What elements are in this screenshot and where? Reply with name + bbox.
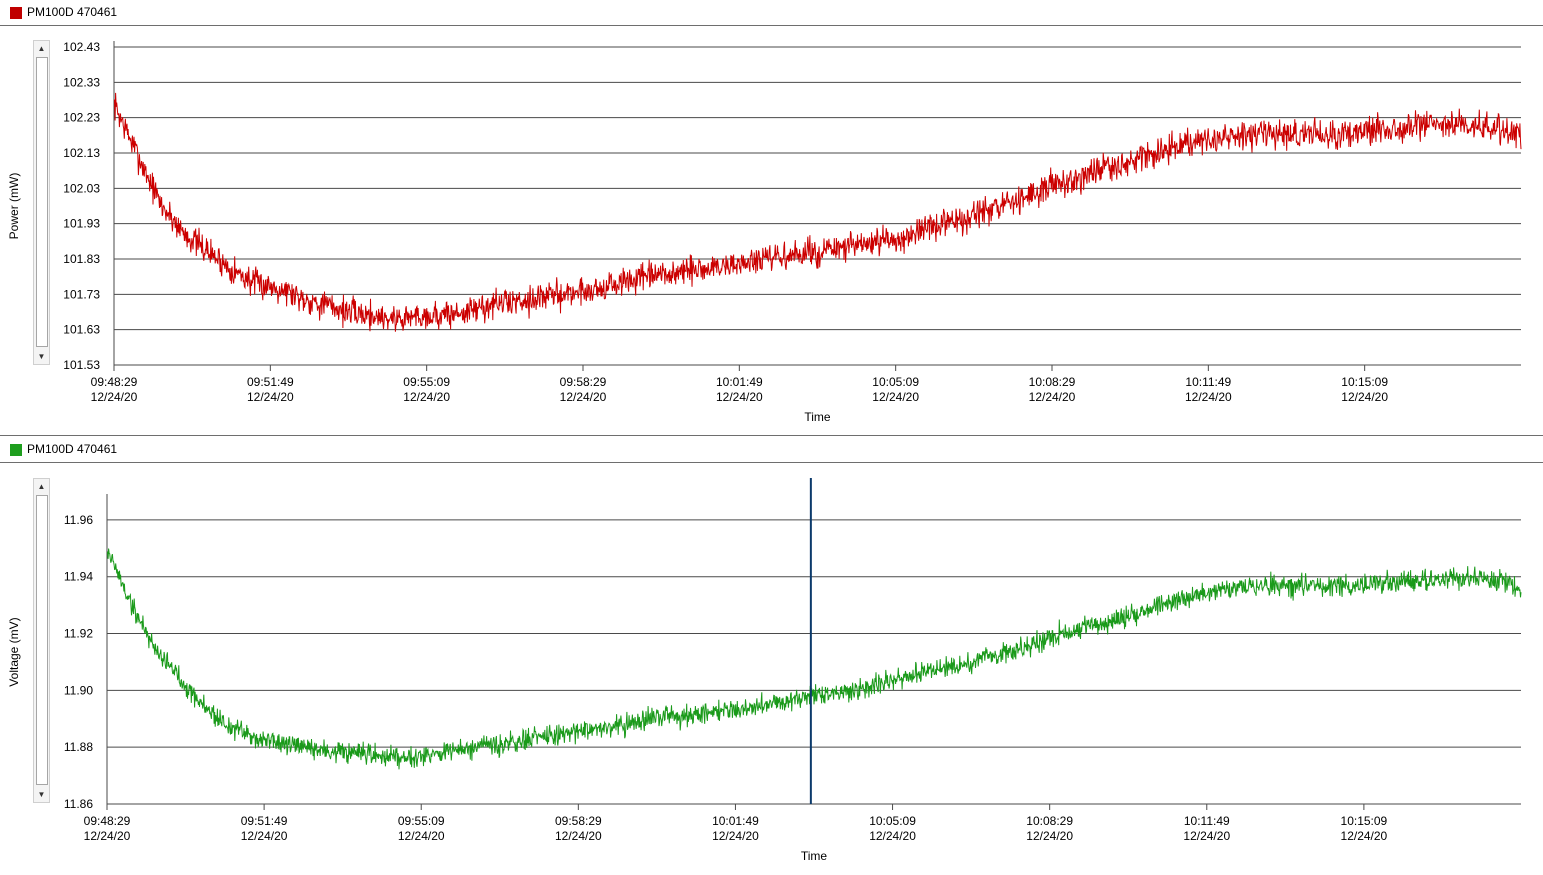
x-tick-date: 12/24/20	[1026, 829, 1073, 843]
x-tick-date: 12/24/20	[716, 390, 763, 404]
x-tick-time: 10:11:49	[1184, 814, 1230, 828]
scroll-thumb[interactable]	[36, 495, 48, 785]
y-tick-label: 102.43	[63, 40, 100, 54]
scroll-thumb[interactable]	[36, 57, 48, 347]
y-tick-label: 101.73	[63, 287, 100, 301]
x-tick-time: 09:58:29	[560, 375, 607, 389]
chart2-legend-swatch	[10, 444, 22, 456]
x-tick-time: 10:01:49	[716, 375, 763, 389]
y-tick-label: 11.90	[64, 683, 93, 697]
x-tick-date: 12/24/20	[712, 829, 759, 843]
scroll-up-icon[interactable]: ▲	[37, 44, 46, 53]
x-tick-date: 12/24/20	[247, 390, 294, 404]
x-tick-date: 12/24/20	[869, 829, 916, 843]
x-tick-time: 10:08:29	[1026, 814, 1073, 828]
scroll-down-icon[interactable]: ▼	[37, 790, 46, 799]
chart1-legend-swatch	[10, 7, 22, 19]
x-tick-date: 12/24/20	[872, 390, 919, 404]
series-line	[106, 548, 1522, 770]
x-tick-time: 10:05:09	[872, 375, 919, 389]
x-tick-time: 10:15:09	[1341, 814, 1388, 828]
chart1-legend-label: PM100D 470461	[27, 5, 118, 19]
series-line	[113, 92, 1522, 332]
x-tick-date: 12/24/20	[1341, 829, 1388, 843]
y-tick-label: 11.88	[64, 740, 93, 754]
x-tick-date: 12/24/20	[91, 390, 138, 404]
y-tick-label: 11.92	[64, 627, 93, 641]
y-tick-label: 101.93	[63, 217, 100, 231]
x-tick-time: 09:48:29	[84, 814, 131, 828]
panel-divider	[0, 435, 1543, 436]
x-tick-date: 12/24/20	[1341, 390, 1388, 404]
y-tick-label: 102.03	[63, 181, 100, 195]
chart1-legend-bar: PM100D 470461	[0, 0, 1543, 26]
x-tick-time: 10:01:49	[712, 814, 759, 828]
y-tick-label: 101.83	[63, 252, 100, 266]
y-axis-title: Power (mW)	[7, 173, 21, 240]
x-axis-title: Time	[804, 410, 831, 424]
x-tick-date: 12/24/20	[555, 829, 602, 843]
y-axis-title: Voltage (mV)	[7, 617, 21, 686]
x-tick-time: 10:11:49	[1185, 375, 1231, 389]
x-tick-date: 12/24/20	[1029, 390, 1076, 404]
chart2-legend-label: PM100D 470461	[27, 442, 118, 456]
power-chart: 102.43 102.33 102.23 102.13 102.03 101.93 101.…	[7, 40, 1522, 424]
y-tick-label: 11.94	[64, 570, 93, 584]
x-tick-time: 09:48:29	[91, 375, 138, 389]
voltage-chart: 11.9611.9411.9211.9011.8811.8609:48:2912…	[7, 478, 1522, 863]
y-tick-label: 102.13	[63, 146, 100, 160]
x-tick-date: 12/24/20	[403, 390, 450, 404]
x-tick-date: 12/24/20	[84, 829, 131, 843]
x-tick-date: 12/24/20	[1183, 829, 1230, 843]
chart1-y-scrollbar[interactable]: ▲ ▼	[33, 40, 50, 365]
x-tick-time: 10:05:09	[869, 814, 916, 828]
x-axis-title: Time	[801, 849, 828, 863]
x-tick-time: 10:08:29	[1029, 375, 1076, 389]
x-tick-time: 09:55:09	[398, 814, 445, 828]
x-tick-date: 12/24/20	[560, 390, 607, 404]
chart2-y-scrollbar[interactable]: ▲ ▼	[33, 478, 50, 803]
y-tick-label: 102.23	[63, 111, 100, 125]
x-tick-date: 12/24/20	[241, 829, 288, 843]
chart2-legend-bar: PM100D 470461	[0, 437, 1543, 463]
y-tick-label: 102.33	[63, 75, 100, 89]
x-tick-date: 12/24/20	[1185, 390, 1232, 404]
x-tick-time: 09:58:29	[555, 814, 602, 828]
scroll-up-icon[interactable]: ▲	[37, 482, 46, 491]
x-tick-time: 09:55:09	[403, 375, 450, 389]
x-tick-date: 12/24/20	[398, 829, 445, 843]
x-tick-time: 09:51:49	[241, 814, 288, 828]
y-tick-label: 11.96	[64, 513, 93, 527]
y-tick-label: 101.53	[63, 358, 100, 372]
y-tick-label: 11.86	[64, 797, 93, 811]
scroll-down-icon[interactable]: ▼	[37, 352, 46, 361]
x-tick-time: 10:15:09	[1341, 375, 1388, 389]
y-tick-label: 101.63	[63, 323, 100, 337]
x-tick-time: 09:51:49	[247, 375, 294, 389]
